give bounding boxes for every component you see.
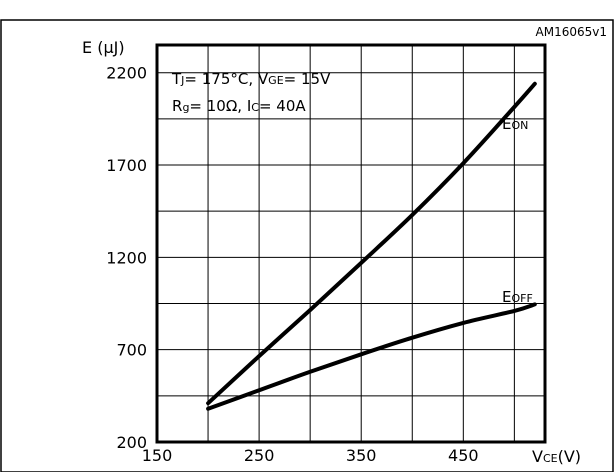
grid-lines <box>157 45 545 442</box>
series-label-eon: EON <box>502 115 528 133</box>
condition-line-1-part: = 175°C, V <box>184 70 268 88</box>
y-tick-label: 1700 <box>106 156 147 175</box>
condition-line-2-part: = 10Ω, I <box>189 97 251 115</box>
y-axis-label: E (µJ) <box>82 38 125 57</box>
condition-line-2-part: g <box>182 101 189 114</box>
y-tick-labels: 200 700 1200 1700 2200 <box>106 64 147 452</box>
x-axis-label-main: V <box>532 447 543 466</box>
figure-border <box>0 19 614 472</box>
condition-line-1-part: J <box>180 74 184 87</box>
condition-line-2-part: C <box>251 101 259 114</box>
series-label-eon-main: E <box>502 115 511 133</box>
series-curves <box>206 81 537 411</box>
x-tick-labels: 150 250 350 450 <box>142 446 479 465</box>
condition-line-1-part: GE <box>268 74 284 87</box>
y-tick-label: 1200 <box>106 248 147 267</box>
condition-line-2-part: = 40A <box>259 97 306 115</box>
condition-line-1: TJ= 175°C, VGE= 15V <box>171 70 331 88</box>
series-label-eon-sub: ON <box>511 119 528 132</box>
x-axis-label: VCE(V) <box>532 447 581 466</box>
series-label-eoff-sub: OFF <box>511 292 532 305</box>
x-tick-label: 250 <box>244 446 275 465</box>
reference-id: AM16065v1 <box>536 25 607 39</box>
condition-line-2: Rg= 10Ω, IC= 40A <box>172 97 306 115</box>
test-conditions: TJ= 175°C, VGE= 15V Rg= 10Ω, IC= 40A <box>171 70 331 115</box>
x-tick-label: 150 <box>142 446 173 465</box>
x-axis-label-unit: (V) <box>558 447 581 466</box>
condition-line-1-part: T <box>171 70 182 88</box>
eoff-curve <box>206 302 537 411</box>
condition-line-1-part: = 15V <box>284 70 331 88</box>
plot-frame <box>155 43 547 444</box>
series-label-eoff: EOFF <box>502 288 533 306</box>
y-tick-label: 700 <box>116 341 147 360</box>
y-tick-label: 200 <box>116 433 147 452</box>
x-axis-label-sub: CE <box>543 452 558 465</box>
x-tick-label: 350 <box>346 446 377 465</box>
series-label-eoff-main: E <box>502 288 511 306</box>
y-tick-label: 2200 <box>106 64 147 83</box>
eon-curve <box>206 81 537 406</box>
x-tick-label: 450 <box>448 446 479 465</box>
condition-line-2-part: R <box>172 97 182 115</box>
